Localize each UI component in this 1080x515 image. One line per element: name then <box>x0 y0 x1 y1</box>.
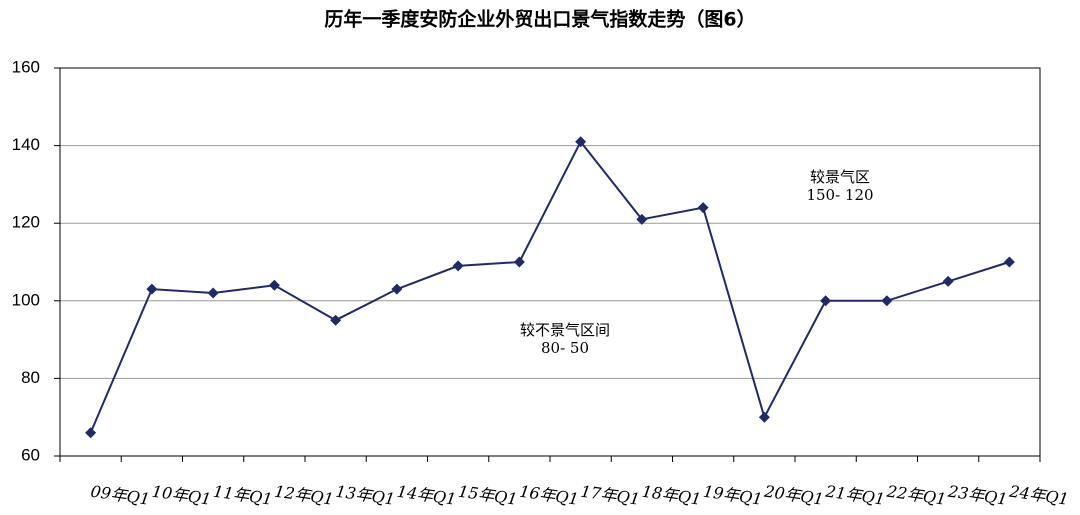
marker <box>268 279 280 291</box>
x-tick-label: 21年Q1 <box>823 481 886 508</box>
x-tick-label: 11年Q1 <box>212 482 274 509</box>
marker <box>942 275 954 287</box>
marker <box>330 314 342 326</box>
x-tick-label: 15年Q1 <box>457 482 519 509</box>
annotation: 80- 50 <box>541 339 589 357</box>
x-tick-label: 16年Q1 <box>518 482 580 509</box>
x-tick-label: 12年Q1 <box>273 482 335 509</box>
marker <box>207 287 219 299</box>
x-tick-label: 22年Q1 <box>885 481 948 508</box>
y-tick-label: 100 <box>12 290 40 309</box>
y-tick-label: 140 <box>12 135 40 154</box>
marker <box>513 256 525 268</box>
marker <box>85 427 97 439</box>
x-tick-label: 10年Q1 <box>151 482 213 509</box>
x-tick-label: 23年Q1 <box>946 481 1009 508</box>
marker <box>391 283 403 295</box>
x-tick-label: 14年Q1 <box>396 482 458 509</box>
chart-title: 历年一季度安防企业外贸出口景气指数走势（图6） <box>324 8 755 31</box>
marker <box>636 213 648 225</box>
marker <box>758 411 770 423</box>
marker <box>575 136 587 148</box>
annotation: 较景气区 <box>810 168 870 186</box>
marker <box>146 283 158 295</box>
x-tick-label: 19年Q1 <box>702 482 764 509</box>
y-tick-label: 80 <box>21 368 40 387</box>
marker <box>881 295 893 307</box>
y-tick-label: 120 <box>12 213 40 232</box>
marker <box>820 295 832 307</box>
marker <box>452 260 464 272</box>
x-tick-label: 24年Q1 <box>1007 481 1070 508</box>
x-tick-label: 17年Q1 <box>579 482 641 509</box>
y-tick-label: 160 <box>12 57 40 76</box>
y-tick-label: 60 <box>21 445 40 464</box>
annotation: 较不景气区间 <box>520 321 610 339</box>
marker <box>697 202 709 214</box>
x-tick-label: 09年Q1 <box>89 482 151 509</box>
annotation: 150- 120 <box>806 186 873 204</box>
x-tick-label: 13年Q1 <box>334 482 396 509</box>
plot-frame <box>59 67 1041 457</box>
marker <box>1003 256 1015 268</box>
x-tick-label: 20年Q1 <box>762 481 825 508</box>
x-tick-label: 18年Q1 <box>641 482 703 509</box>
line <box>89 139 1010 434</box>
